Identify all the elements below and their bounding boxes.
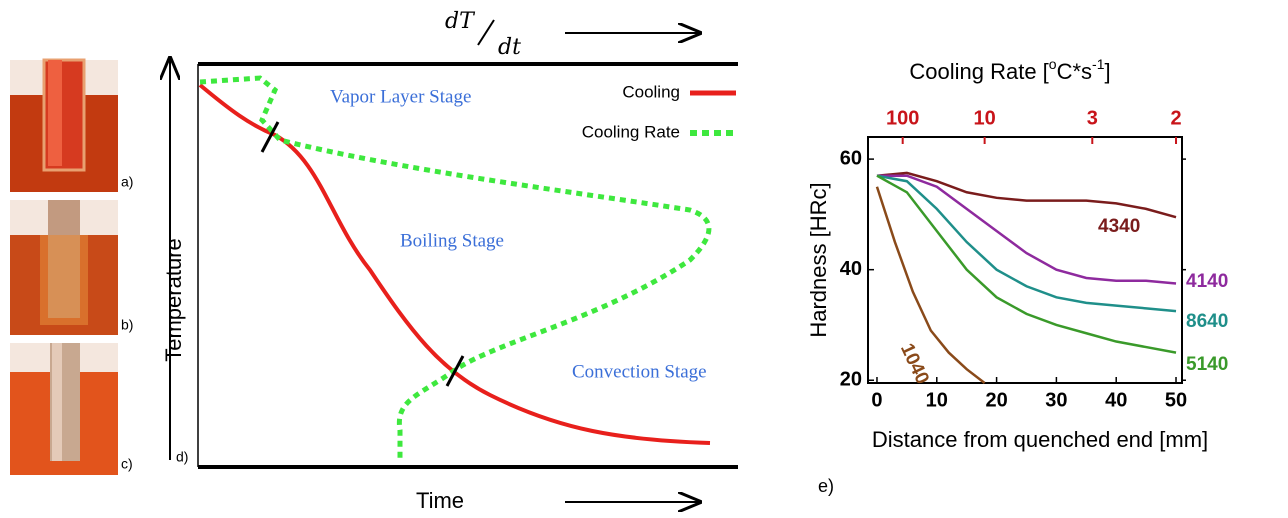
x-axis-label: Time: [416, 488, 464, 513]
stage-label: Convection Stage: [572, 361, 707, 382]
series-line: [877, 176, 1176, 311]
x-tick-label: 40: [1105, 389, 1127, 411]
x-tick-label: 0: [871, 389, 882, 411]
panel-label: a): [121, 174, 133, 190]
panel-label: e): [818, 476, 834, 496]
top-axis-title: Cooling Rate [oC*s-1]: [909, 56, 1110, 84]
figure: a) b) c) dT dt Time Temperature d) Vapor…: [0, 0, 1288, 518]
series-label: 1040: [896, 340, 933, 387]
legend-label: Cooling Rate: [582, 122, 680, 141]
series-line: [877, 176, 1176, 353]
fraction-slash: [478, 20, 494, 45]
x-tick-label: 20: [985, 389, 1007, 411]
y-tick-label: 60: [840, 147, 862, 169]
x-tick-label: 10: [926, 389, 948, 411]
series-label: 4340: [1098, 216, 1140, 237]
legend-label: Cooling: [622, 82, 680, 101]
rate-numerator: dT: [445, 9, 476, 34]
y-axis-label: Temperature: [161, 238, 186, 362]
y-axis-label: Hardness [HRc]: [806, 182, 831, 337]
top-tick-label: 3: [1087, 107, 1098, 129]
panel-label: b): [121, 317, 133, 333]
panel-label: c): [121, 456, 133, 472]
y-tick-label: 20: [840, 369, 862, 391]
page: a) b) c) dT dt Time Temperature d) Vapor…: [0, 0, 1288, 518]
top-tick-label: 100: [886, 107, 919, 129]
top-tick-label: 10: [974, 107, 996, 129]
illustration-b: [10, 200, 118, 335]
hardness-chart: Cooling Rate [oC*s-1] Distance from quen…: [806, 56, 1228, 496]
x-axis-label: Distance from quenched end [mm]: [872, 427, 1208, 452]
series-label: 4140: [1186, 271, 1228, 292]
series-line: [877, 187, 985, 383]
illustration-a: [10, 60, 118, 192]
series-label: 8640: [1186, 311, 1228, 332]
schematic-chart: dT dt Time Temperature d) Vapor Layer St…: [161, 9, 738, 513]
x-tick-label: 50: [1165, 389, 1187, 411]
illustration-c: [10, 343, 118, 475]
top-tick-label: 2: [1170, 107, 1181, 129]
y-tick-label: 40: [840, 258, 862, 280]
x-tick-label: 30: [1045, 389, 1067, 411]
series-label: 5140: [1186, 354, 1228, 375]
panel-label: d): [176, 449, 188, 465]
rate-denominator: dt: [498, 35, 521, 60]
stage-label: Boiling Stage: [400, 230, 504, 251]
stage-label: Vapor Layer Stage: [330, 86, 471, 107]
